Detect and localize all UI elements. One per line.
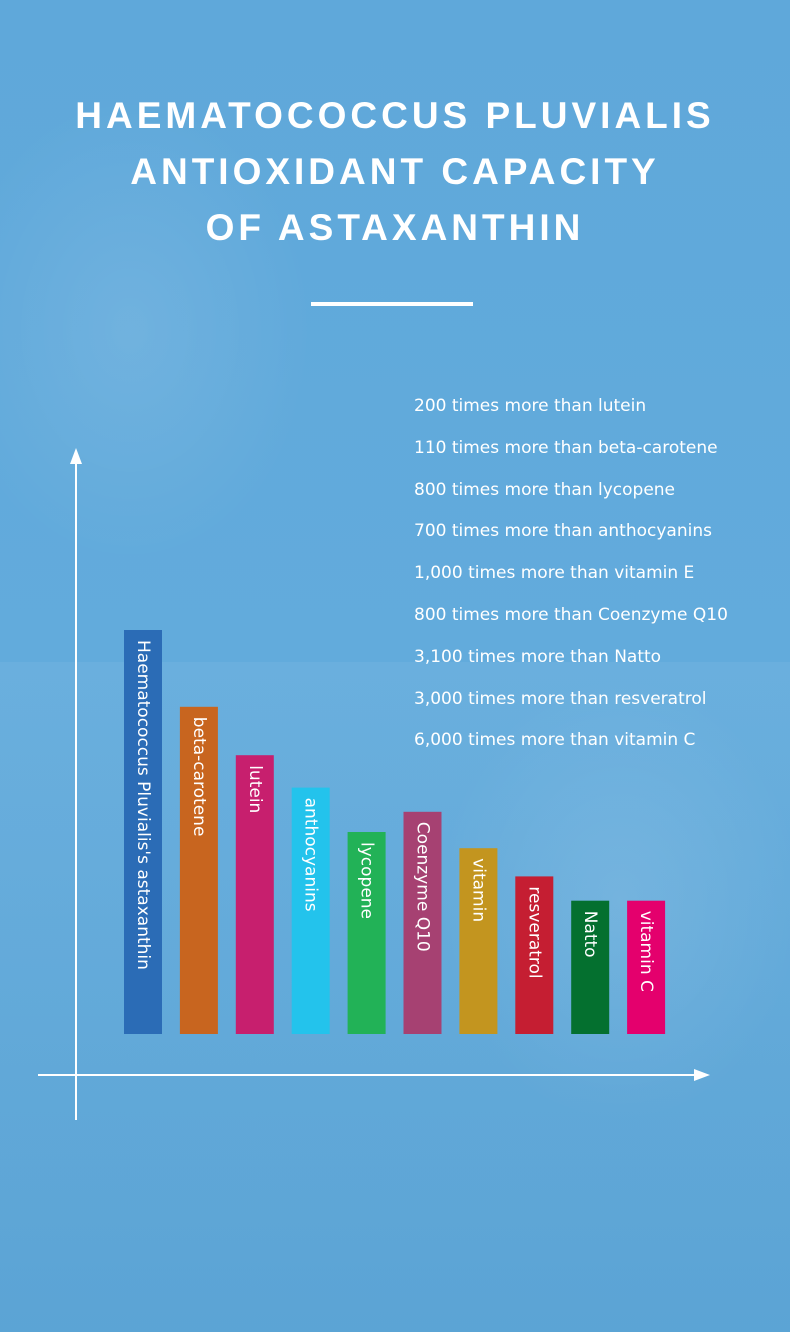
bar-6 [459, 848, 498, 1034]
bar-2 [235, 755, 274, 1034]
bar-label-1: beta-carotene [189, 717, 209, 837]
bar-label-3: anthocyanins [301, 798, 321, 912]
x-axis-arrow-icon [694, 1069, 710, 1081]
bar-label-8: Natto [580, 911, 600, 958]
title-divider [311, 302, 473, 306]
bar-5 [403, 811, 442, 1034]
bar-label-6: vitamin [468, 858, 488, 922]
fact-item: 110 times more than beta-carotene [414, 437, 718, 458]
fact-item: 700 times more than anthocyanins [414, 521, 712, 542]
bar-label-7: resveratrol [524, 886, 544, 978]
bar-3 [291, 787, 330, 1034]
title-line-1: HAEMATOCOCCUS PLUVIALIS [75, 95, 715, 136]
y-axis-arrow-icon [70, 448, 82, 464]
fact-item: 800 times more than Coenzyme Q10 [414, 604, 728, 625]
y-axis [70, 448, 82, 1120]
fact-item: 1,000 times more than vitamin E [414, 563, 695, 584]
bar-9 [627, 900, 666, 1034]
bar-4 [347, 832, 386, 1034]
bar-label-9: vitamin C [636, 911, 656, 992]
fact-item: 3,000 times more than resveratrol [414, 688, 707, 709]
bar-0 [124, 630, 162, 1034]
facts-list: 200 times more than lutein 110 times mor… [414, 392, 728, 768]
title-line-3: OF ASTAXANTHIN [205, 207, 585, 248]
bar-7 [515, 876, 554, 1034]
bar-label-4: lycopene [357, 842, 377, 919]
bars-group: Haematococcus Pluvialis's astaxanthin bet… [124, 630, 666, 1034]
bar-label-2: lutein [245, 765, 265, 813]
bar-label-5: Coenzyme Q10 [413, 822, 433, 952]
fact-item: 800 times more than lycopene [414, 479, 676, 500]
title-line-2: ANTIOXIDANT CAPACITY [130, 151, 660, 192]
fact-item: 3,100 times more than Natto [414, 646, 662, 667]
bar-8 [571, 900, 610, 1034]
bar-label-0: Haematococcus Pluvialis's astaxanthin [133, 640, 153, 970]
page-title: HAEMATOCOCCUS PLUVIALIS ANTIOXIDANT CAPA… [20, 88, 770, 256]
bar-1 [179, 706, 218, 1034]
x-axis [38, 1069, 710, 1081]
fact-item: 200 times more than lutein [414, 396, 647, 416]
fact-item: 6,000 times more than vitamin C [414, 730, 696, 751]
